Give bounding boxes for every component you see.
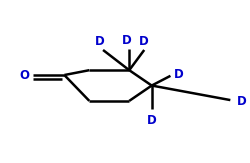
Text: D: D xyxy=(94,35,104,48)
Text: D: D xyxy=(174,68,183,81)
Text: D: D xyxy=(122,34,131,47)
Text: D: D xyxy=(139,35,148,48)
Text: D: D xyxy=(236,95,245,108)
Text: O: O xyxy=(19,68,29,82)
Text: D: D xyxy=(146,114,156,127)
